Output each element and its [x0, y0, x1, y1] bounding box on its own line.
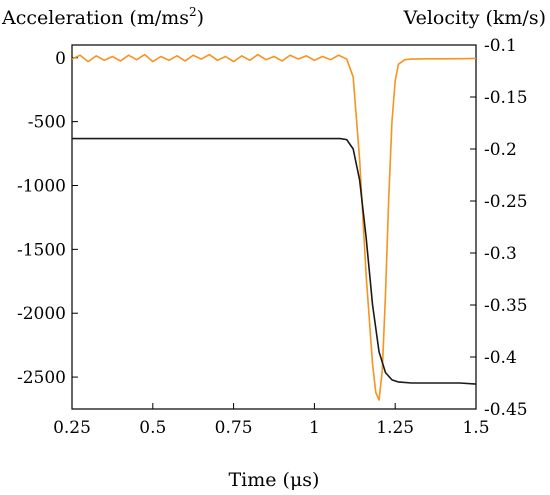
- left-y-tick-label: -2500: [17, 368, 66, 388]
- x-tick-label: 0.75: [215, 418, 253, 438]
- left-y-tick-label: 0: [55, 49, 66, 69]
- right-y-tick-label: -0.4: [484, 348, 517, 368]
- velocity-series-line: [72, 137, 477, 385]
- right-y-tick-label: -0.1: [484, 36, 517, 56]
- x-tick-label: 0.25: [53, 418, 91, 438]
- x-tick-label: 0.5: [139, 418, 166, 438]
- x-tick-label: 1: [309, 418, 320, 438]
- right-axis-title: Velocity (km/s): [403, 7, 546, 29]
- series-layer: [71, 53, 477, 401]
- right-y-tick-label: -0.2: [484, 140, 517, 160]
- left-y-tick-label: -2000: [17, 304, 66, 324]
- left-axis-title: Acceleration (m/ms2): [1, 5, 204, 29]
- right-y-tick-label: -0.15: [484, 88, 528, 108]
- acceleration-series-line: [71, 53, 477, 401]
- x-tick-label: 1.25: [376, 418, 414, 438]
- right-y-tick-label: -0.3: [484, 244, 517, 264]
- left-y-tick-label: -1000: [17, 176, 66, 196]
- x-axis-title: Time (μs): [229, 469, 320, 491]
- left-y-axis-ticks: 0 -500 -1000 -1500 -2000 -2500: [17, 49, 78, 388]
- right-y-tick-label: -0.45: [484, 400, 528, 420]
- plot-area-frame: [71, 44, 477, 410]
- left-y-tick-label: -1500: [17, 240, 66, 260]
- x-axis-ticks: 0.25 0.5 0.75 1 1.25 1.5: [53, 403, 490, 438]
- x-tick-label: 1.5: [462, 418, 489, 438]
- right-y-tick-label: -0.25: [484, 192, 528, 212]
- right-y-tick-label: -0.35: [484, 296, 528, 316]
- right-y-axis-ticks: -0.1 -0.15 -0.2 -0.25 -0.3 -0.35 -0.4 -0.45: [470, 36, 528, 420]
- left-y-tick-label: -500: [28, 113, 66, 133]
